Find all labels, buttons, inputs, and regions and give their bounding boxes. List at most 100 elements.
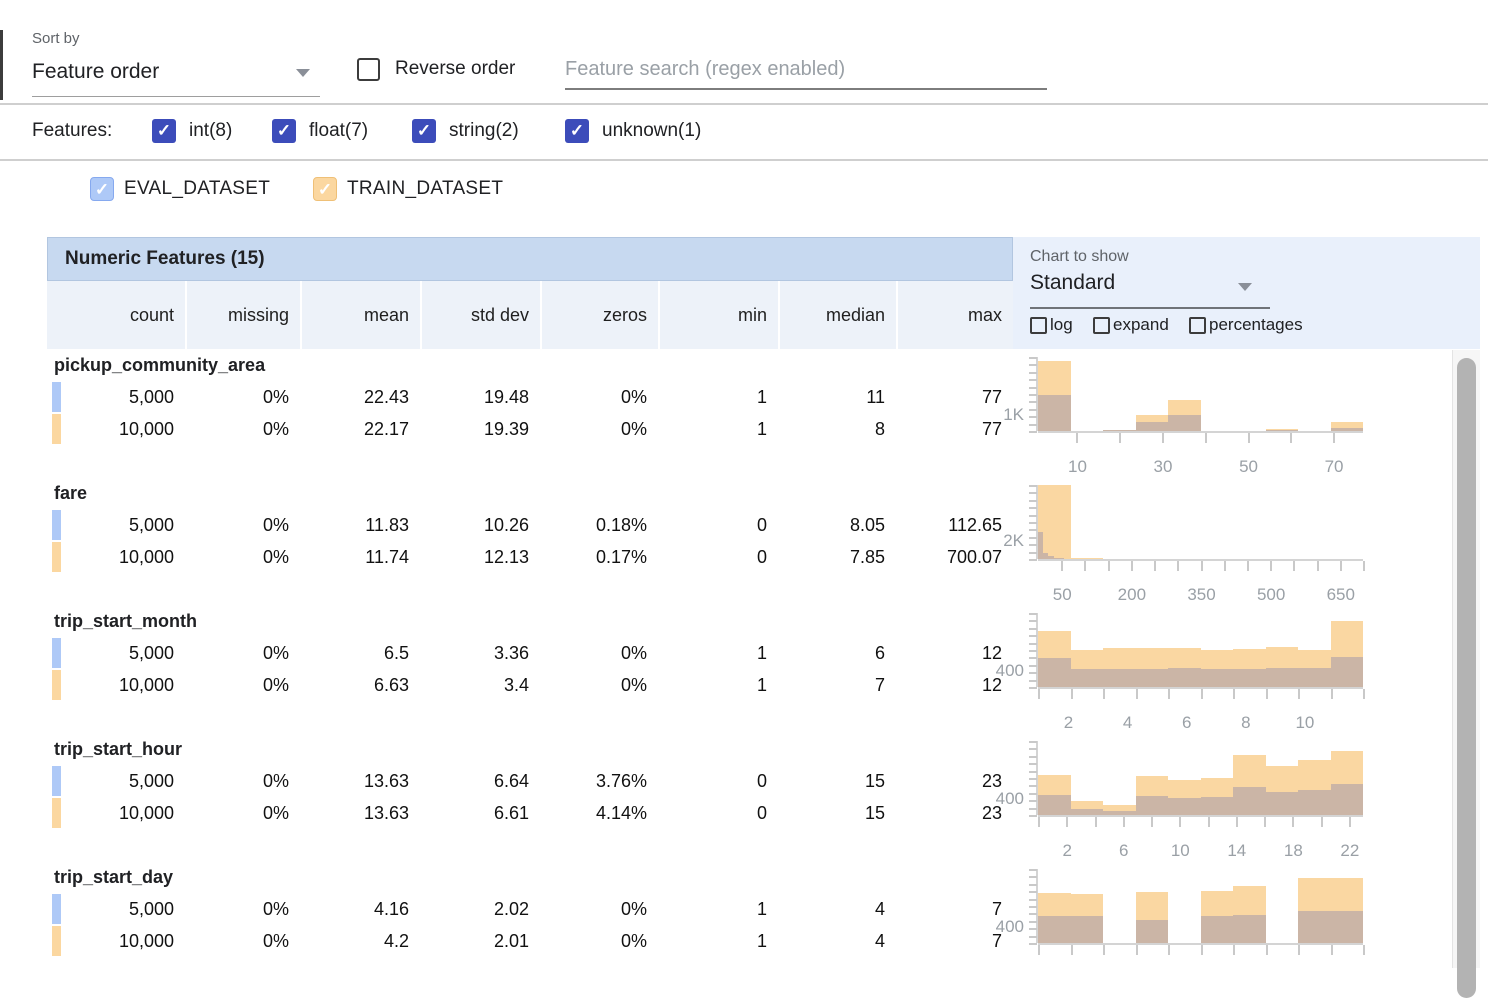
checkbox-checked-icon[interactable]: ✓ bbox=[313, 177, 337, 201]
y-axis-tick bbox=[1029, 815, 1037, 817]
x-axis-tick bbox=[1233, 689, 1235, 699]
scrollbar-track[interactable] bbox=[1452, 350, 1480, 968]
x-axis-tick bbox=[1071, 689, 1073, 699]
eval-overlap-bar bbox=[1233, 669, 1266, 687]
numeric-features-title: Numeric Features (15) bbox=[65, 248, 265, 270]
y-axis-tick bbox=[1029, 650, 1037, 652]
x-axis-tick bbox=[1168, 945, 1170, 955]
x-axis-tick-label: 8 bbox=[1214, 713, 1278, 733]
left-edge-mark bbox=[0, 30, 3, 100]
checkbox-unchecked-icon[interactable] bbox=[1189, 317, 1206, 334]
log-checkbox-option[interactable]: log bbox=[1030, 315, 1073, 335]
stat-std-dev: 6.61 bbox=[420, 797, 540, 829]
dataset-toggle-train[interactable]: ✓ TRAIN_DATASET bbox=[313, 176, 503, 202]
dataset-toggle-eval[interactable]: ✓ EVAL_DATASET bbox=[90, 176, 270, 202]
dataset-label: EVAL_DATASET bbox=[124, 178, 270, 200]
filter-type-unknown[interactable]: ✓ unknown(1) bbox=[565, 118, 701, 144]
sort-by-value: Feature order bbox=[32, 55, 320, 89]
checkbox-checked-icon[interactable]: ✓ bbox=[152, 119, 176, 143]
x-axis-tick bbox=[1363, 945, 1365, 955]
checkbox-checked-icon[interactable]: ✓ bbox=[565, 119, 589, 143]
percentages-checkbox-option[interactable]: percentages bbox=[1189, 315, 1303, 335]
feature-name: trip_start_day bbox=[54, 867, 173, 888]
x-axis-tick-label: 10 bbox=[1148, 841, 1212, 861]
x-axis-tick bbox=[1084, 561, 1086, 571]
x-axis-tick bbox=[1136, 945, 1138, 955]
y-axis-tick bbox=[1029, 748, 1037, 750]
checkbox-checked-icon[interactable]: ✓ bbox=[272, 119, 296, 143]
stat-median: 8.05 bbox=[778, 509, 896, 541]
stat-zeros: 0% bbox=[540, 637, 658, 669]
x-axis-tick-label: 10 bbox=[1273, 713, 1337, 733]
filter-type-label: float(7) bbox=[309, 120, 368, 142]
filter-type-string[interactable]: ✓ string(2) bbox=[412, 118, 519, 144]
eval-overlap-bar bbox=[1298, 790, 1331, 815]
dataset-swatch-eval bbox=[52, 766, 61, 796]
dataset-swatch-train bbox=[52, 670, 61, 700]
x-axis-tick bbox=[1290, 433, 1292, 443]
stat-count: 10,000 bbox=[47, 925, 185, 957]
x-axis-tick-label: 6 bbox=[1155, 713, 1219, 733]
x-axis-tick bbox=[1292, 817, 1294, 827]
x-axis-tick bbox=[1201, 945, 1203, 955]
x-axis-tick bbox=[1331, 689, 1333, 699]
checkbox-checked-icon[interactable]: ✓ bbox=[90, 177, 114, 201]
histogram-x-axis bbox=[1038, 815, 1363, 817]
stat-count: 10,000 bbox=[47, 541, 185, 573]
x-axis-tick bbox=[1298, 945, 1300, 955]
scrollbar-thumb[interactable] bbox=[1457, 358, 1476, 998]
checkbox-unchecked-icon[interactable] bbox=[1093, 317, 1110, 334]
sort-by-select[interactable]: Feature order bbox=[32, 55, 320, 97]
x-axis-tick-label: 22 bbox=[1318, 841, 1382, 861]
x-axis-tick bbox=[1136, 689, 1138, 699]
stat-count: 5,000 bbox=[47, 765, 185, 797]
checkbox-unchecked-icon[interactable] bbox=[1030, 317, 1047, 334]
x-axis-tick bbox=[1340, 561, 1342, 571]
x-axis-tick bbox=[1331, 945, 1333, 955]
x-axis-tick bbox=[1333, 433, 1335, 443]
feature-search-input[interactable] bbox=[565, 50, 1047, 90]
option-label: percentages bbox=[1209, 315, 1303, 335]
dataset-swatch-train bbox=[52, 414, 61, 444]
y-axis-tick bbox=[1029, 800, 1037, 802]
y-axis-tick bbox=[1029, 687, 1037, 689]
y-axis-tick bbox=[1029, 906, 1037, 908]
y-axis-label: 1K bbox=[964, 405, 1024, 425]
stat-missing: 0% bbox=[185, 669, 300, 701]
y-axis-tick bbox=[1029, 778, 1037, 780]
dataset-swatch-eval bbox=[52, 382, 61, 412]
stat-count: 5,000 bbox=[47, 637, 185, 669]
expand-checkbox-option[interactable]: expand bbox=[1093, 315, 1169, 335]
stat-mean: 13.63 bbox=[300, 765, 420, 797]
eval-overlap-bar bbox=[1331, 911, 1364, 943]
stat-count: 5,000 bbox=[47, 381, 185, 413]
sort-by-label: Sort by bbox=[32, 30, 80, 47]
stat-min: 1 bbox=[658, 669, 778, 701]
x-axis-tick bbox=[1264, 817, 1266, 827]
stat-missing: 0% bbox=[185, 637, 300, 669]
stat-mean: 13.63 bbox=[300, 797, 420, 829]
filter-type-int[interactable]: ✓ int(8) bbox=[152, 118, 232, 144]
stat-std-dev: 19.39 bbox=[420, 413, 540, 445]
stat-mean: 4.2 bbox=[300, 925, 420, 957]
checkbox-checked-icon[interactable]: ✓ bbox=[412, 119, 436, 143]
chart-type-select[interactable]: Standard bbox=[1030, 271, 1270, 309]
x-axis-tick-label: 4 bbox=[1096, 713, 1160, 733]
stat-min: 1 bbox=[658, 925, 778, 957]
stat-median: 15 bbox=[778, 765, 896, 797]
reverse-order-checkbox[interactable] bbox=[357, 58, 380, 81]
stat-missing: 0% bbox=[185, 381, 300, 413]
filter-type-float[interactable]: ✓ float(7) bbox=[272, 118, 368, 144]
x-axis-tick-label: 14 bbox=[1205, 841, 1269, 861]
y-axis-tick bbox=[1029, 522, 1037, 524]
x-axis-tick-label: 2 bbox=[1035, 841, 1099, 861]
x-axis-tick bbox=[1071, 945, 1073, 955]
stat-count: 10,000 bbox=[47, 669, 185, 701]
dataset-swatch-train bbox=[52, 926, 61, 956]
